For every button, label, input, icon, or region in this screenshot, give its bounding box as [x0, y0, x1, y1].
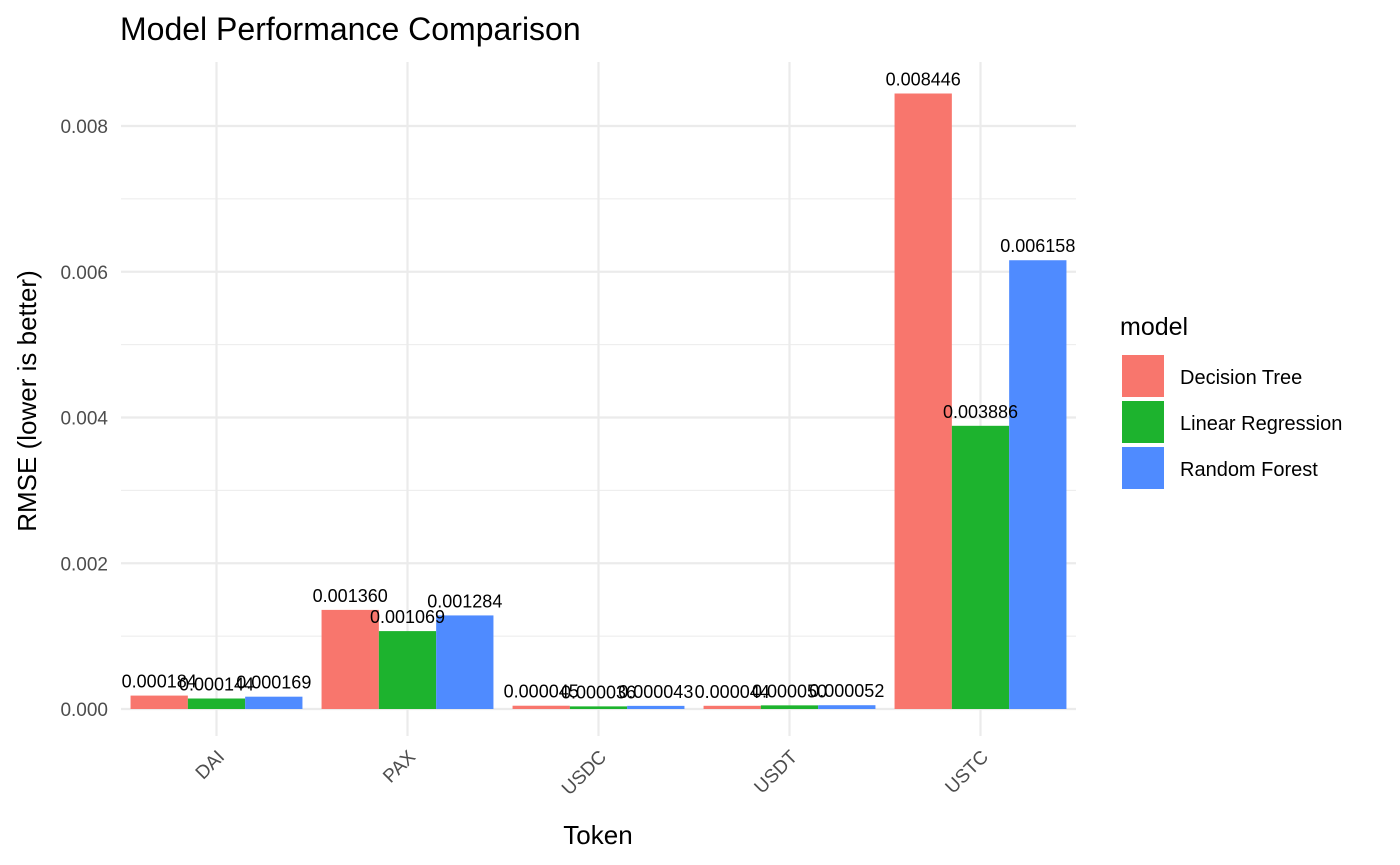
- bar: [1009, 260, 1067, 709]
- x-tick-label: USDC: [558, 747, 611, 800]
- bar: [130, 695, 188, 709]
- y-tick-label: 0.002: [60, 554, 108, 575]
- data-label: 0.000052: [809, 681, 884, 701]
- legend-label: Linear Regression: [1180, 413, 1342, 435]
- data-label: 0.001360: [313, 586, 388, 606]
- chart-title: Model Performance Comparison: [120, 11, 581, 47]
- bar: [894, 93, 952, 710]
- data-labels: 0.000184 0.001360 0.000045 0.000044 0.008446…: [122, 69, 1076, 702]
- data-label: 0.006158: [1000, 236, 1075, 256]
- data-label: 0.000036: [561, 682, 636, 702]
- data-label: 0.008446: [886, 69, 961, 89]
- y-tick-label: 0.004: [60, 409, 108, 430]
- y-tick-label: 0.006: [60, 263, 108, 284]
- x-tick-label: USTC: [942, 747, 993, 798]
- legend-key: [1122, 447, 1164, 489]
- data-label: 0.003886: [943, 402, 1018, 422]
- y-tick-label: 0.008: [60, 117, 108, 138]
- bar: [512, 705, 570, 709]
- legend-title: model: [1120, 313, 1188, 341]
- y-axis-ticks: 0.000 0.002 0.004 0.006 0.008: [60, 117, 108, 721]
- x-tick-label: PAX: [379, 746, 420, 787]
- data-label: 0.000045: [504, 682, 579, 702]
- bar: [378, 631, 437, 709]
- bar: [321, 609, 379, 709]
- legend-label: Decision Tree: [1180, 367, 1302, 389]
- y-tick-label: 0.000: [60, 700, 108, 721]
- bar: [818, 705, 876, 709]
- data-label: 0.000050: [752, 681, 827, 701]
- legend-key: [1122, 355, 1164, 397]
- data-label: 0.000184: [122, 672, 197, 692]
- bar: [569, 706, 628, 709]
- x-tick-label: DAI: [192, 747, 229, 784]
- legend-label: Random Forest: [1180, 459, 1318, 481]
- data-label: 0.000044: [695, 682, 770, 702]
- y-axis-title: RMSE (lower is better): [12, 270, 42, 532]
- data-label: 0.001284: [427, 591, 502, 611]
- x-axis-title: Token: [563, 820, 632, 850]
- data-label: 0.000144: [179, 675, 254, 695]
- bars: [130, 93, 1067, 710]
- x-tick-label: USDT: [751, 746, 803, 798]
- bar: [245, 696, 303, 709]
- data-label: 0.000169: [236, 673, 311, 693]
- data-label: 0.001069: [370, 607, 445, 627]
- x-axis-ticks: DAI PAX USDC USDT USTC: [192, 746, 993, 799]
- bar: [703, 705, 761, 709]
- bar: [760, 705, 819, 709]
- bar: [627, 705, 685, 709]
- bar: [951, 425, 1010, 709]
- data-label: 0.000043: [618, 682, 693, 702]
- bar: [187, 698, 246, 709]
- legend-key: [1122, 401, 1164, 443]
- bar: [436, 615, 494, 709]
- legend: model Decision Tree Linear Regression Rand…: [1120, 313, 1342, 489]
